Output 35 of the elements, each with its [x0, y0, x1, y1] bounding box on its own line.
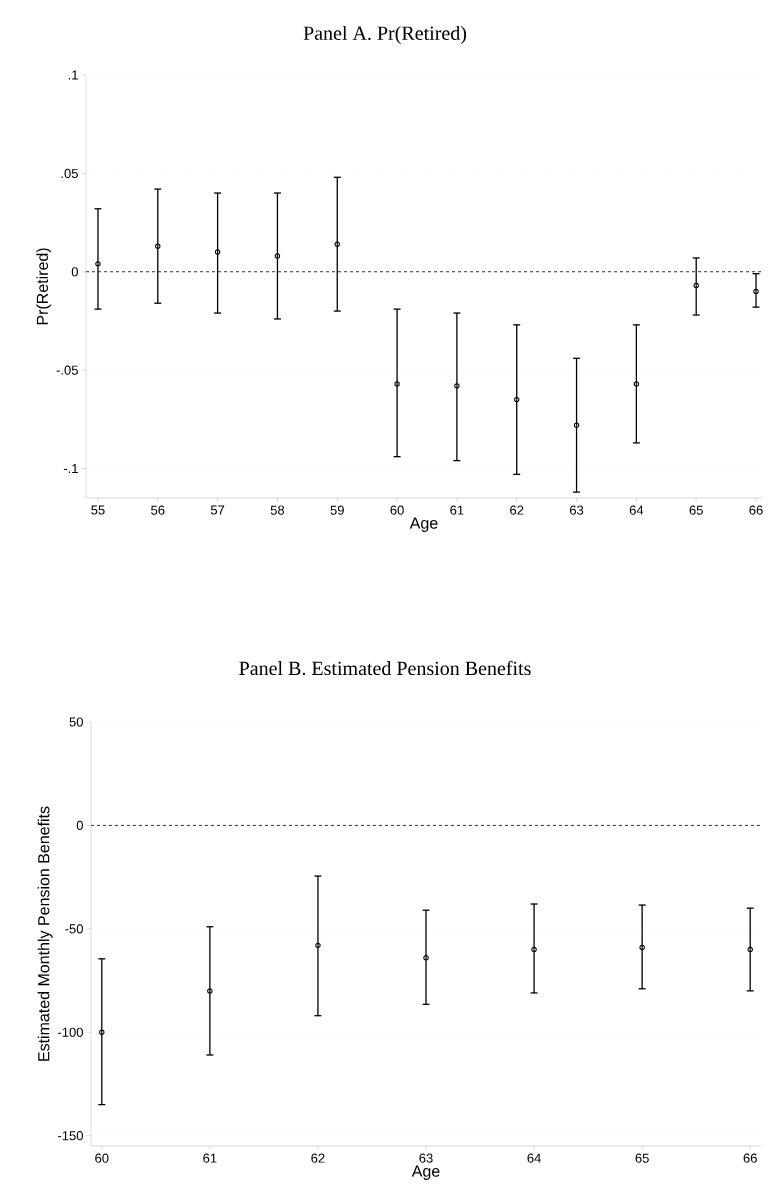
x-tick-label: 57 [210, 505, 225, 515]
y-axis-title: Estimated Monthly Pension Benefits [37, 806, 53, 1061]
x-tick-label: 55 [91, 505, 105, 515]
y-tick-label: -50 [65, 924, 83, 934]
x-tick-label: 66 [749, 505, 763, 515]
x-tick-label: 61 [203, 1153, 217, 1163]
x-tick-label: 62 [510, 505, 524, 515]
x-tick-label: 59 [330, 505, 344, 515]
y-tick-label: .1 [68, 70, 78, 80]
chart-title: Panel A. Pr(Retired) [303, 25, 467, 45]
x-tick-label: 56 [151, 505, 165, 515]
x-axis-title: Age [409, 517, 438, 532]
x-tick-label: 63 [419, 1153, 433, 1163]
x-tick-label: 60 [390, 505, 404, 515]
x-tick-label: 58 [270, 505, 285, 515]
x-tick-label: 64 [629, 505, 644, 515]
y-tick-label: -.1 [63, 464, 78, 473]
x-tick-label: 62 [311, 1153, 325, 1163]
chart-title: Panel B. Estimated Pension Benefits [239, 660, 531, 676]
y-tick-label: -150 [58, 1131, 83, 1141]
y-axis-title: Pr(Retired) [36, 248, 52, 325]
x-tick-label: 66 [743, 1153, 757, 1163]
y-tick-label: .05 [61, 168, 78, 178]
y-tick-label: 0 [76, 820, 83, 831]
y-tick-label: 50 [69, 717, 83, 727]
x-tick-label: 63 [569, 505, 584, 515]
x-tick-label: 65 [689, 505, 703, 515]
x-tick-label: 64 [527, 1153, 541, 1163]
x-axis-title: Age [411, 1165, 440, 1180]
y-tick-label: -100 [58, 1027, 83, 1037]
x-tick-label: 61 [450, 505, 464, 515]
x-tick-label: 60 [95, 1153, 109, 1163]
y-tick-label: -.05 [56, 365, 78, 375]
x-tick-label: 65 [635, 1153, 649, 1163]
y-tick-label: 0 [71, 267, 78, 277]
